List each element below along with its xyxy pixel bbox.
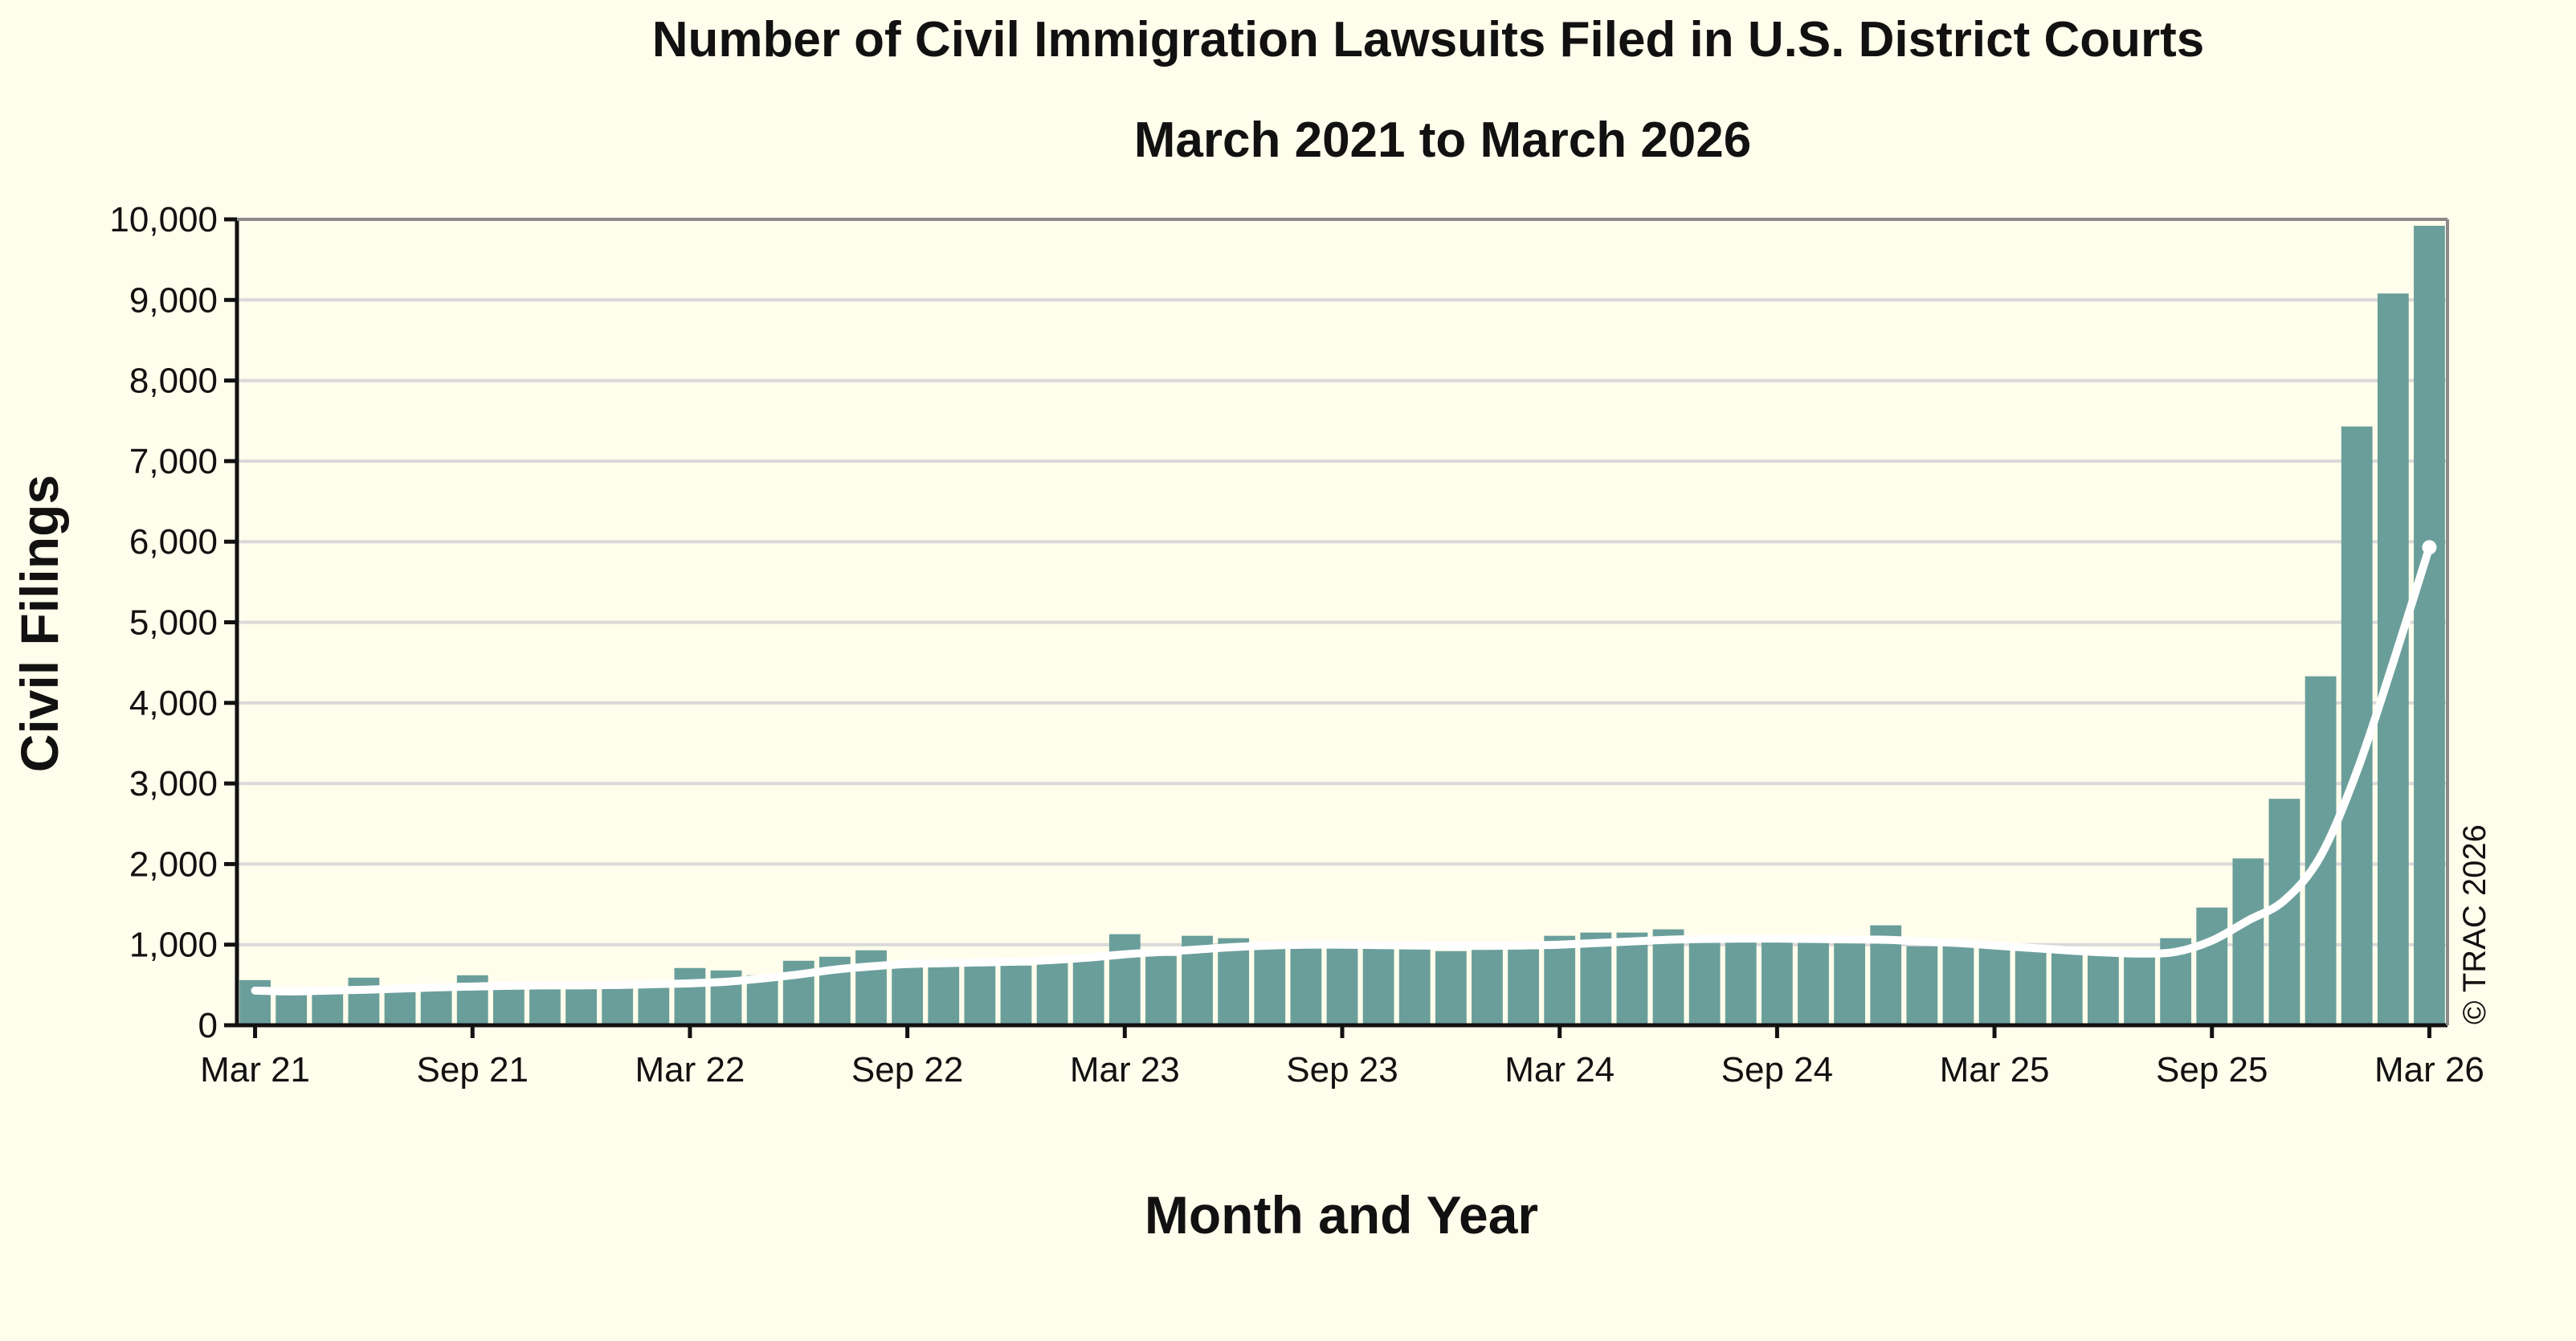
bar-feb-22 (638, 986, 670, 1025)
x-tick-label: Sep 21 (417, 1050, 529, 1090)
chart-title: Number of Civil Immigration Lawsuits Fil… (652, 12, 2205, 67)
bar-oct-21 (492, 987, 525, 1025)
bar-nov-21 (529, 986, 561, 1025)
y-tick-label: 4,000 (129, 684, 218, 723)
bar-apr-21 (276, 994, 308, 1025)
y-tick-label: 2,000 (129, 844, 218, 884)
x-tick-label: Sep 24 (1721, 1050, 1833, 1090)
trend-line (251, 543, 2434, 996)
x-tick-label: Mar 25 (1940, 1050, 2050, 1090)
bar-dec-23 (1435, 951, 1467, 1025)
bar-aug-22 (855, 950, 887, 1025)
x-tick-label: Mar 23 (1070, 1050, 1180, 1090)
bar-jun-21 (348, 977, 380, 1025)
bar-may-22 (746, 975, 778, 1025)
bar-sep-23 (1326, 942, 1358, 1025)
bar-aug-23 (1290, 943, 1322, 1025)
bar-may-21 (312, 992, 344, 1025)
bar-jan-22 (602, 986, 634, 1025)
bar-oct-24 (1798, 941, 1829, 1025)
bar-oct-23 (1362, 943, 1394, 1025)
axes (224, 217, 2449, 1038)
y-tick-label: 5,000 (129, 603, 218, 643)
chart-subtitle: March 2021 to March 2026 (1134, 112, 1752, 168)
gridlines (237, 218, 2447, 946)
x-tick-label: Mar 22 (635, 1050, 745, 1090)
y-tick-labels: 0 1,000 2,000 3,000 4,000 5,000 6,000 7,000 8,00… (109, 200, 218, 1045)
y-tick-label: 1,000 (129, 926, 218, 965)
bar-feb-25 (1942, 945, 1974, 1025)
bar-mar-25 (1978, 947, 2011, 1025)
bar-feb-24 (1508, 946, 1539, 1025)
trend-endpoint (2422, 540, 2437, 555)
bar-jul-24 (1688, 938, 1721, 1025)
bar-oct-25 (2232, 858, 2264, 1025)
bar-jan-26 (2341, 426, 2373, 1025)
bar-apr-24 (1580, 932, 1612, 1025)
bars (239, 226, 2445, 1025)
y-tick-label: 7,000 (129, 442, 218, 481)
bar-sep-25 (2196, 907, 2228, 1025)
bar-sep-24 (1761, 940, 1793, 1025)
y-tick-label: 6,000 (129, 522, 218, 562)
bar-apr-25 (2015, 950, 2047, 1025)
x-tick-labels: Mar 21 Sep 21 Mar 22 Sep 22 Mar 23 Sep 23 Mar … (200, 1050, 2484, 1090)
bar-mar-26 (2414, 226, 2445, 1025)
bar-dec-22 (1000, 965, 1032, 1025)
x-tick-label: Mar 26 (2374, 1050, 2484, 1090)
x-axis-title: Month and Year (1145, 1185, 1538, 1245)
copyright-credit: © TRAC 2026 (2457, 824, 2492, 1024)
bar-nov-24 (1834, 939, 1866, 1025)
bar-mar-24 (1544, 935, 1576, 1025)
bar-aug-21 (420, 989, 452, 1025)
y-tick-label: 3,000 (129, 764, 218, 803)
bar-jul-21 (384, 989, 416, 1025)
bar-jul-23 (1254, 943, 1286, 1025)
bar-oct-22 (928, 962, 960, 1025)
bar-jan-23 (1036, 962, 1068, 1025)
bar-mar-22 (674, 967, 706, 1025)
bar-may-25 (2051, 951, 2083, 1025)
bar-sep-22 (892, 963, 924, 1025)
bar-nov-22 (964, 962, 996, 1025)
bar-mar-23 (1108, 934, 1141, 1025)
bar-jan-25 (1906, 946, 1938, 1025)
x-tick-label: Sep 25 (2156, 1050, 2268, 1090)
bar-apr-23 (1145, 955, 1177, 1025)
bar-jun-25 (2088, 954, 2119, 1025)
y-tick-label: 0 (198, 1006, 218, 1045)
bar-jul-25 (2124, 952, 2155, 1025)
bar-aug-24 (1725, 940, 1757, 1025)
x-tick-label: Sep 22 (851, 1050, 963, 1090)
bar-feb-23 (1072, 956, 1104, 1025)
y-tick-label: 10,000 (109, 200, 218, 239)
y-tick-label: 8,000 (129, 362, 218, 401)
bar-jan-24 (1472, 946, 1503, 1025)
bar-nov-23 (1398, 945, 1431, 1025)
bar-jun-24 (1652, 929, 1684, 1025)
y-tick-label: 9,000 (129, 280, 218, 320)
bar-may-24 (1616, 932, 1648, 1025)
x-tick-label: Sep 23 (1286, 1050, 1398, 1090)
bar-dec-21 (565, 987, 597, 1025)
x-tick-label: Mar 24 (1504, 1050, 1615, 1090)
bar-jun-23 (1218, 938, 1250, 1025)
y-axis-title: Civil Filings (10, 475, 69, 772)
x-tick-label: Mar 21 (200, 1050, 310, 1090)
